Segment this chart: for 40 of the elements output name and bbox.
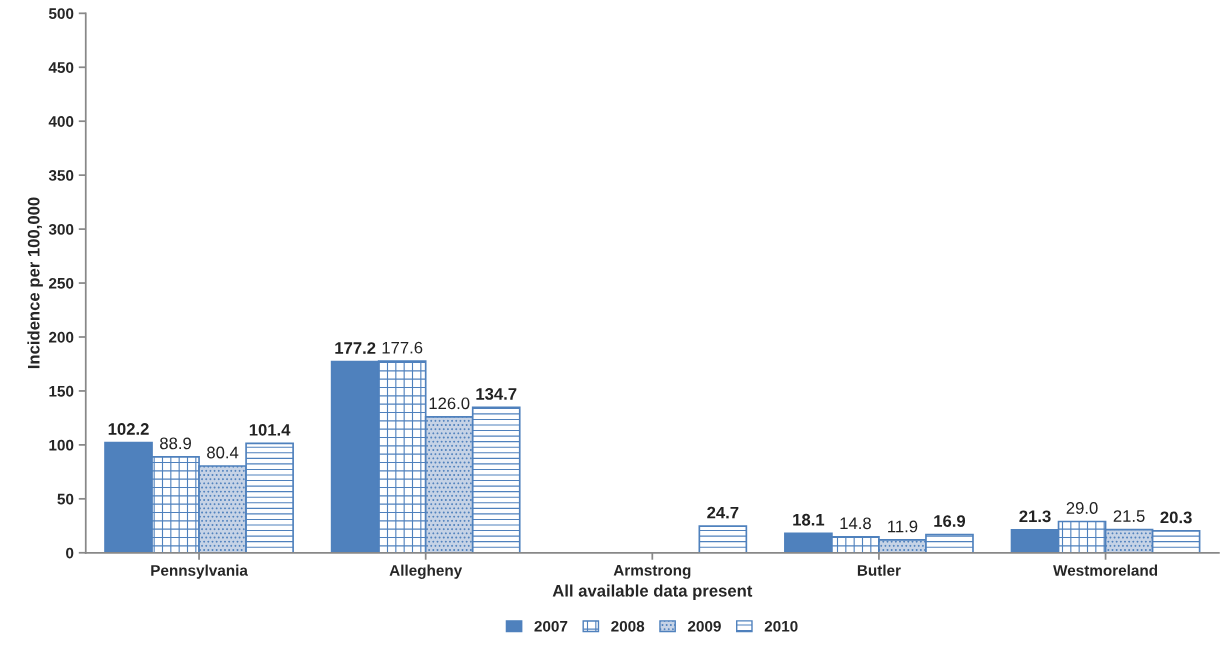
data-label: 29.0: [1066, 502, 1098, 514]
y-tick-label: 450: [48, 62, 74, 73]
data-label: 101.4: [249, 423, 291, 436]
y-tick-label: 100: [49, 439, 74, 451]
x-tick-label: Allegheny: [389, 564, 463, 579]
data-label: 21.3: [1019, 510, 1051, 523]
y-tick-label: 0: [66, 547, 74, 559]
x-axis-title: All available data present: [552, 584, 753, 600]
data-label: 177.2: [335, 342, 376, 354]
y-tick-label: 300: [48, 223, 74, 235]
data-label: 177.6: [382, 341, 423, 354]
legend-label: 2009: [687, 620, 721, 632]
x-tick-label: Pennsylvania: [151, 564, 248, 579]
bar: [698, 525, 748, 553]
y-axis-title: Incidence per 100,000: [27, 197, 43, 369]
y-tick-label: 200: [48, 331, 74, 343]
data-label: 126.0: [429, 397, 470, 410]
y-tick-label: 250: [48, 277, 74, 289]
data-label: 11.9: [888, 520, 918, 533]
legend-label: 2007: [534, 620, 568, 632]
y-tick-label: 400: [48, 116, 74, 127]
x-tick-label: Butler: [857, 564, 901, 576]
y-tick-label: 500: [48, 8, 74, 20]
data-label: 16.9: [934, 515, 966, 527]
y-tick-label: 50: [57, 493, 74, 505]
data-label: 80.4: [207, 446, 239, 459]
x-tick-label: Westmoreland: [1053, 564, 1158, 576]
legend-label: 2008: [611, 620, 645, 632]
y-tick-label: 150: [49, 385, 74, 397]
data-label: 21.5: [1113, 510, 1145, 522]
data-label: 24.7: [707, 506, 739, 519]
data-label: 102.2: [108, 423, 149, 435]
data-label: 20.3: [1160, 511, 1192, 524]
x-tick-label: Armstrong: [613, 565, 691, 579]
y-tick-label: 350: [48, 170, 74, 181]
data-label: 14.8: [840, 517, 871, 530]
data-label: 134.7: [476, 388, 517, 400]
legend-label: 2010: [764, 620, 798, 632]
data-label: 18.1: [793, 513, 825, 526]
data-label: 88.9: [160, 437, 191, 450]
